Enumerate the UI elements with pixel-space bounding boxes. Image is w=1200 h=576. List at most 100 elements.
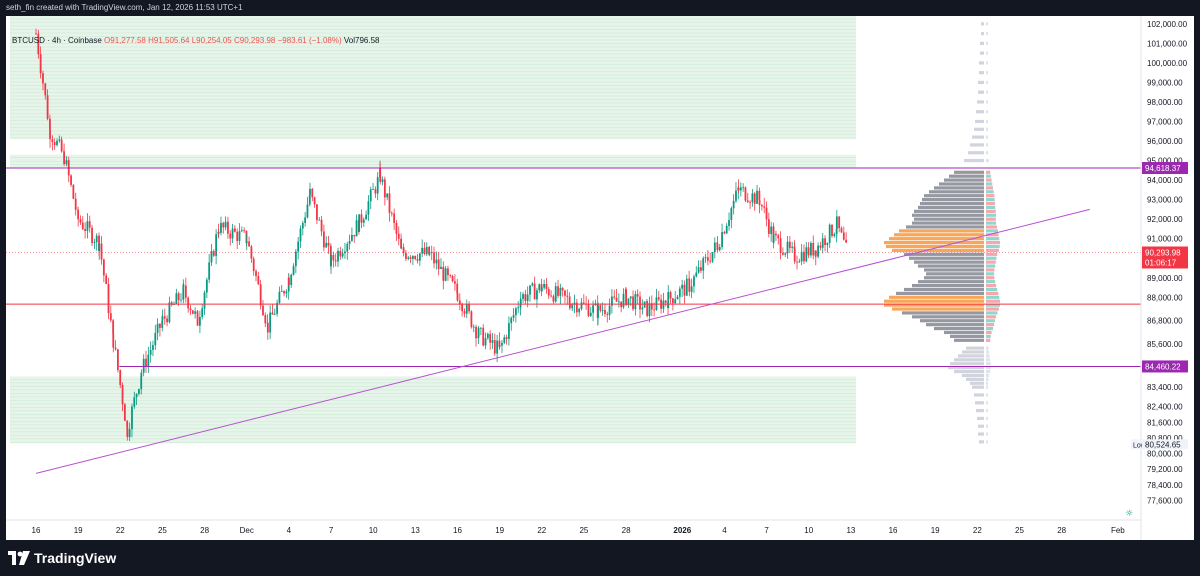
candle-body xyxy=(100,243,103,260)
candle-body xyxy=(262,305,264,316)
candle-body xyxy=(212,251,215,256)
candle-body xyxy=(512,315,515,318)
volume-profile-bar xyxy=(958,354,984,358)
chart-area[interactable]: 102,000.00 101,000.00 100,000.00 99,000.00 9… xyxy=(6,16,1194,540)
candle-body xyxy=(264,315,267,324)
candle-body xyxy=(42,73,44,84)
candle-body xyxy=(753,193,756,204)
time-tick-label: 25 xyxy=(158,526,167,535)
candle-body xyxy=(597,305,599,318)
volume-profile-delta-bar xyxy=(986,80,988,85)
candle-body xyxy=(833,233,836,236)
price-tick-label: 100,000.00 xyxy=(1147,59,1188,68)
candle-body xyxy=(379,168,382,182)
candle-body xyxy=(713,242,716,253)
candle-body xyxy=(840,228,843,233)
volume-profile-delta-bar xyxy=(986,170,991,174)
volume-profile-bar xyxy=(962,350,984,354)
volume-profile-delta-bar xyxy=(986,409,988,413)
candle-body xyxy=(550,295,552,297)
candle-body xyxy=(388,193,391,213)
volume-profile-delta-bar xyxy=(986,358,991,362)
candle-body xyxy=(88,221,91,228)
candle-body xyxy=(102,259,105,276)
volume-profile-bar xyxy=(912,283,984,288)
candle-body xyxy=(142,358,145,373)
candle-body xyxy=(606,313,609,315)
candle-body xyxy=(374,189,377,194)
candle-body xyxy=(423,247,426,254)
candle-body xyxy=(74,198,77,210)
candle-body xyxy=(589,312,592,316)
candle-body xyxy=(147,354,150,368)
price-tick-label: 81,600.00 xyxy=(1147,418,1183,427)
candle-body xyxy=(325,242,328,248)
volume-profile-bar xyxy=(904,252,984,256)
candle-body xyxy=(756,190,758,204)
candle-body xyxy=(449,275,452,276)
candle-body xyxy=(641,307,644,310)
current-price-tag: 90,293.98 xyxy=(1145,248,1181,257)
candle-body xyxy=(86,221,89,231)
candle-body xyxy=(60,139,63,152)
price-tick-label: 83,400.00 xyxy=(1147,383,1183,392)
volume-profile-delta-bar xyxy=(986,334,991,338)
candle-body xyxy=(395,222,398,234)
volume-profile-delta-bar xyxy=(986,244,1000,249)
candle-body xyxy=(536,290,538,300)
candle-body xyxy=(145,358,147,368)
candle-body xyxy=(95,235,98,243)
volume-profile-bar xyxy=(924,194,984,198)
volume-profile-bar xyxy=(979,71,984,75)
candle-body xyxy=(547,289,550,296)
candle-body xyxy=(615,297,618,302)
volume-profile-delta-bar xyxy=(986,174,991,178)
candle-body xyxy=(255,271,257,277)
candle-body xyxy=(341,253,344,257)
volume-profile-bar xyxy=(954,369,984,374)
volume-profile-delta-bar xyxy=(986,194,995,198)
candle-body xyxy=(817,245,819,257)
candle-body xyxy=(690,286,693,292)
volume-profile-delta-bar xyxy=(986,366,992,370)
volume-profile-delta-bar xyxy=(986,381,988,385)
volume-profile-delta-bar xyxy=(986,373,990,378)
candle-body xyxy=(360,214,363,223)
candle-body xyxy=(337,250,339,262)
candle-body xyxy=(39,54,42,74)
candle-body xyxy=(344,251,346,254)
volume-profile-bar xyxy=(889,237,984,241)
price-chart[interactable]: 102,000.00 101,000.00 100,000.00 99,000.00 9… xyxy=(6,16,1194,540)
time-tick-label: 4 xyxy=(722,526,727,535)
upper-level-price-tag: 94,618.37 xyxy=(1145,164,1181,173)
candle-body xyxy=(571,304,574,309)
volume-profile-delta-bar xyxy=(986,90,988,94)
candle-body xyxy=(285,291,288,294)
candle-body xyxy=(784,253,787,255)
candle-body xyxy=(786,241,789,254)
candle-body xyxy=(98,243,101,252)
current-price-tag-bg xyxy=(1142,246,1188,269)
candle-body xyxy=(121,384,124,405)
candle-body xyxy=(770,226,773,234)
candle-body xyxy=(580,302,583,309)
candle-body xyxy=(318,219,321,221)
candle-body xyxy=(411,255,414,259)
candle-body xyxy=(561,287,564,291)
volume-profile-delta-bar xyxy=(986,311,998,315)
candle-body xyxy=(718,246,721,251)
candle-body xyxy=(693,276,695,287)
candle-body xyxy=(152,345,154,350)
candle-body xyxy=(243,230,246,232)
tradingview-logo[interactable]: TradingView xyxy=(8,550,116,566)
time-tick-label: 7 xyxy=(764,526,769,535)
volume-profile-bar xyxy=(981,22,984,26)
volume-profile-bar xyxy=(978,424,984,428)
candle-body xyxy=(53,142,56,146)
candle-body xyxy=(362,219,365,223)
candle-body xyxy=(351,234,353,241)
candle-body xyxy=(456,293,459,301)
candle-body xyxy=(810,242,812,256)
candle-body xyxy=(159,323,161,328)
